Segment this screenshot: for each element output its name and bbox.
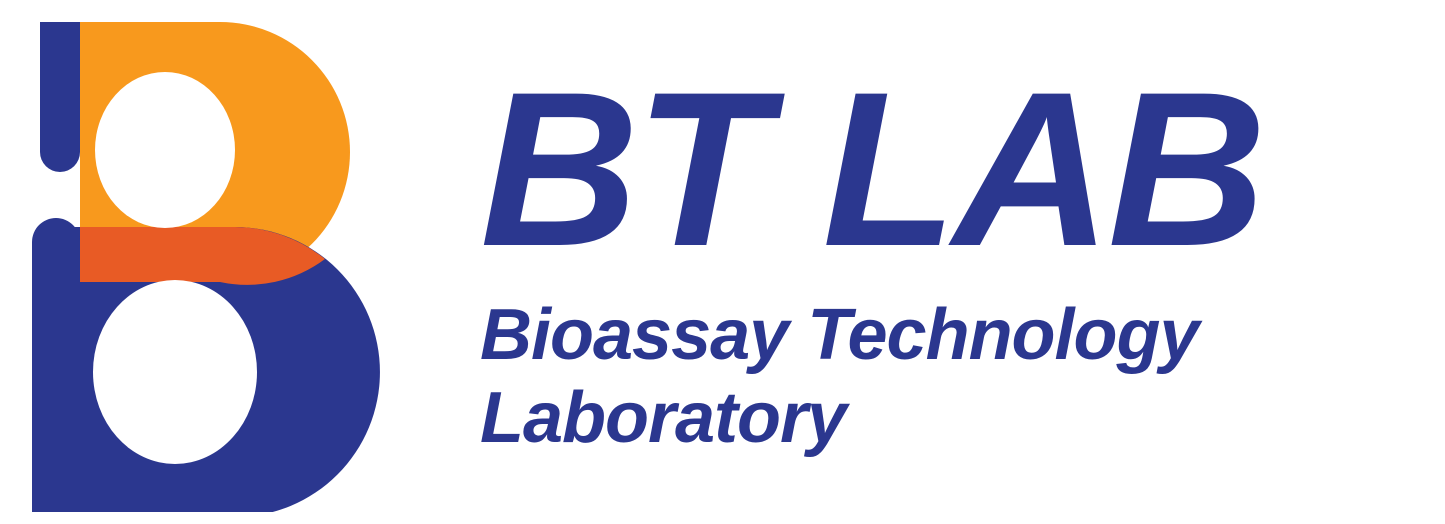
logo-upper-counter bbox=[95, 72, 235, 228]
logo-subtitle-line2: Laboratory bbox=[480, 377, 1263, 460]
logo-text-block: BT LAB Bioassay Technology Laboratory bbox=[480, 65, 1263, 460]
logo-spine-top bbox=[40, 22, 80, 172]
logo-container: BT LAB Bioassay Technology Laboratory bbox=[0, 12, 1263, 512]
logo-mark bbox=[20, 12, 420, 512]
logo-spine-bottom bbox=[32, 218, 80, 512]
logo-subtitle-line1: Bioassay Technology bbox=[480, 294, 1263, 377]
logo-mark-svg bbox=[20, 12, 420, 512]
logo-main-title: BT LAB bbox=[480, 65, 1263, 274]
logo-lower-counter bbox=[93, 280, 257, 464]
